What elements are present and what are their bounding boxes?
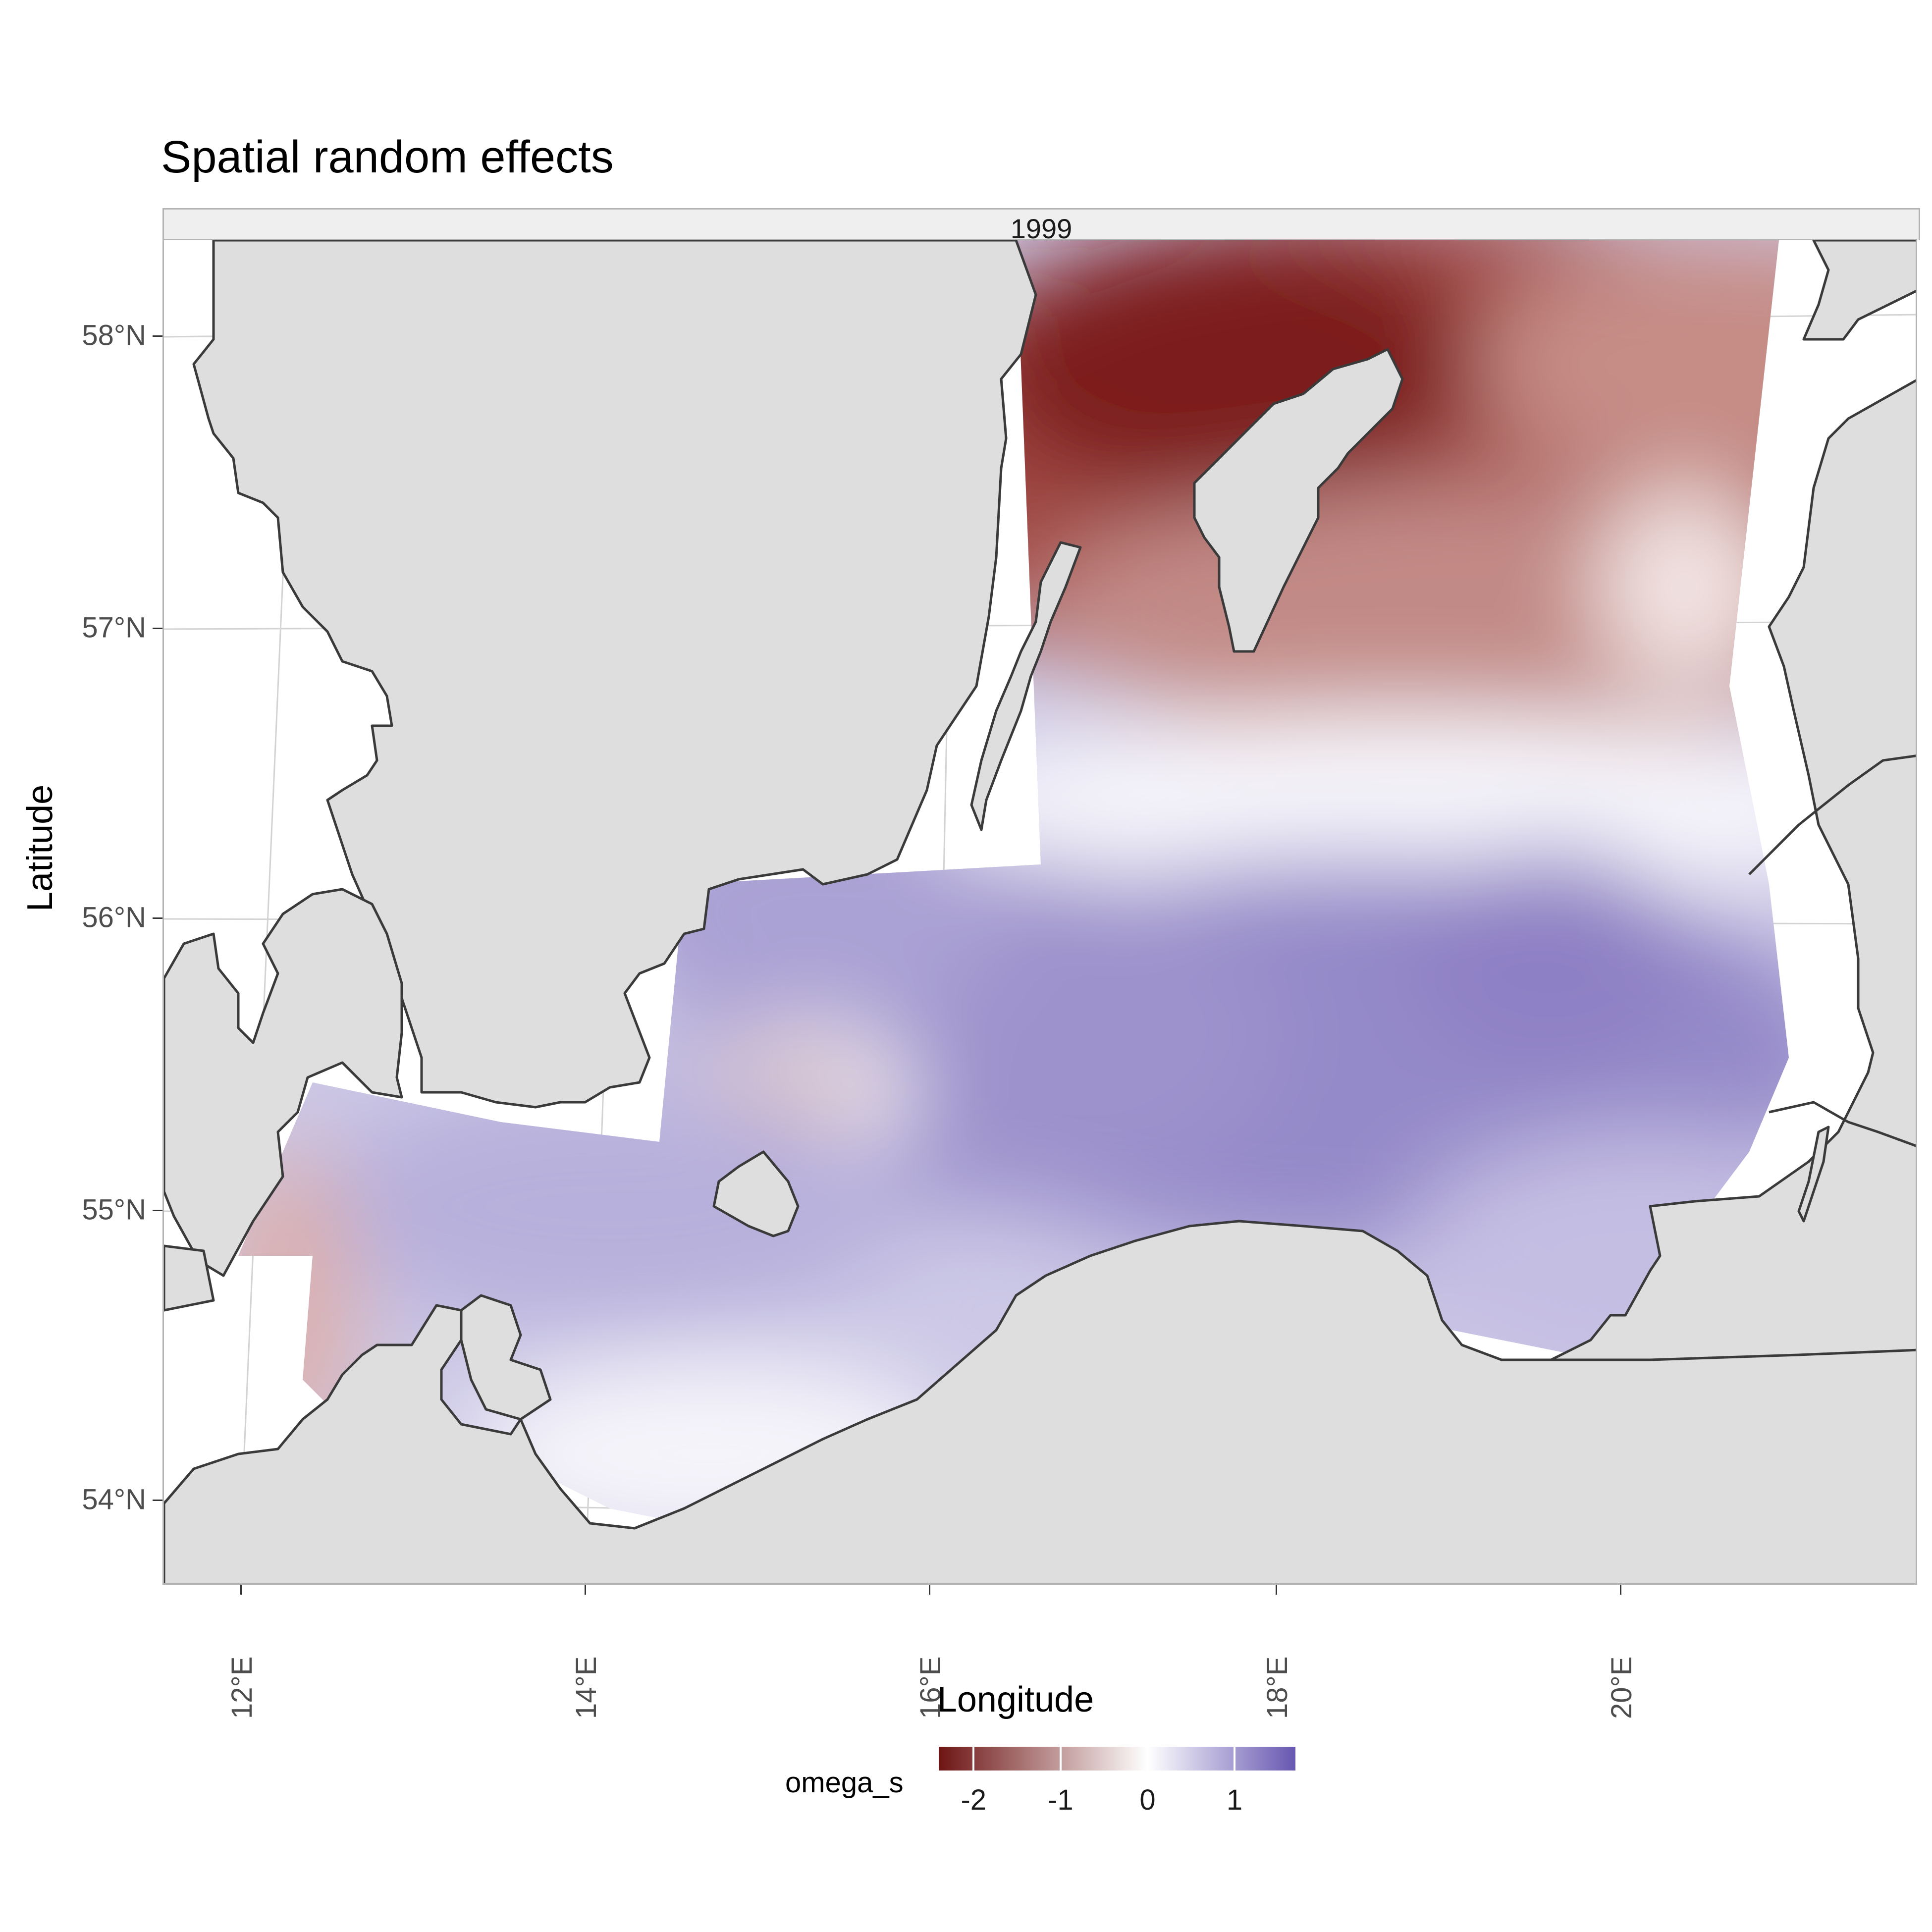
legend-tick-label: -1 [1048, 1783, 1073, 1817]
y-tick-mark [153, 917, 162, 919]
legend-title: omega_s [785, 1766, 904, 1799]
y-tick-mark [153, 1210, 162, 1211]
legend-tick-label: 1 [1227, 1783, 1242, 1817]
y-tick-label: 58°N [82, 319, 146, 352]
x-tick-mark [1276, 1585, 1277, 1595]
y-axis-title: Latitude [20, 785, 60, 912]
legend-tick-mark [1146, 1747, 1148, 1771]
y-tick-label: 57°N [82, 611, 146, 644]
legend-colorbar [939, 1747, 1295, 1771]
legend-tick-mark [972, 1747, 974, 1771]
x-tick-mark [1620, 1585, 1621, 1595]
legend-tick-mark [1060, 1747, 1062, 1771]
y-tick-label: 54°N [82, 1483, 146, 1516]
map-canvas [164, 240, 1917, 1585]
field-patch [1412, 850, 1690, 1068]
y-tick-mark [153, 335, 162, 337]
y-tick-label: 56°N [82, 901, 146, 934]
legend-tick-label: -2 [961, 1783, 986, 1817]
x-axis-title: Longitude [0, 1679, 1932, 1720]
legend-tick-label: 0 [1139, 1783, 1155, 1817]
y-tick-label: 55°N [82, 1193, 146, 1227]
legend-tick-mark [1234, 1747, 1235, 1771]
x-axis-title-text: Longitude [937, 1680, 1094, 1719]
x-tick-mark [240, 1585, 242, 1595]
facet-strip: 1999 [162, 208, 1920, 240]
map-panel [162, 239, 1917, 1585]
y-tick-mark [153, 1500, 162, 1501]
x-tick-mark [929, 1585, 930, 1595]
y-tick-mark [153, 628, 162, 629]
x-tick-mark [585, 1585, 586, 1595]
figure-title: Spatial random effects [161, 131, 614, 183]
